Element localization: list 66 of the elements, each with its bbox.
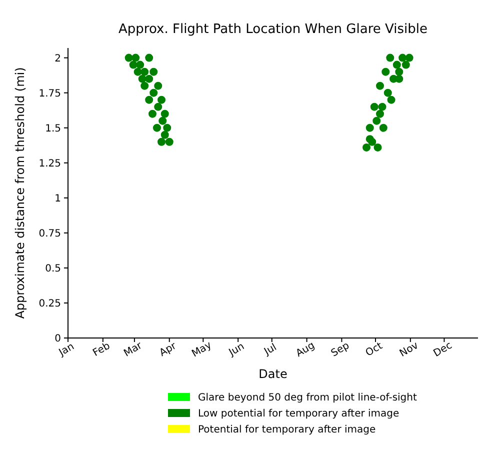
x-tick-label: Oct	[364, 340, 385, 359]
y-tick-label: 0.25	[38, 298, 61, 310]
legend-label: Glare beyond 50 deg from pilot line-of-sight	[198, 392, 417, 404]
point	[362, 143, 370, 152]
point	[150, 88, 158, 97]
point	[145, 96, 154, 104]
point	[160, 110, 169, 118]
point	[372, 116, 381, 125]
legend-label: Low potential for temporary after image	[198, 408, 400, 420]
y-axis-title: Approximate distance from threshold (mi)	[13, 67, 27, 319]
point	[145, 54, 154, 62]
point	[157, 138, 166, 146]
point	[154, 102, 162, 111]
point	[134, 68, 142, 76]
y-tick-label: 1.75	[38, 88, 61, 100]
point	[366, 124, 374, 132]
point	[152, 124, 161, 132]
y-tick-label: 1	[54, 193, 61, 204]
point	[376, 82, 384, 90]
point	[392, 60, 401, 69]
point	[402, 60, 410, 69]
point	[395, 68, 404, 76]
point	[366, 135, 374, 144]
chart-title: Approx. Flight Path Location When Glare Visible	[118, 22, 428, 37]
point	[386, 54, 394, 62]
x-tick-label: Jun	[226, 341, 246, 360]
point	[370, 102, 378, 111]
y-tick-label: 2	[54, 53, 61, 64]
x-tick-label: Sep	[330, 340, 352, 360]
point	[163, 124, 172, 132]
y-tick-label: 1.25	[38, 158, 61, 170]
point	[405, 54, 414, 62]
point	[384, 88, 392, 97]
x-tick-label: Nov	[398, 340, 420, 360]
point	[379, 124, 388, 132]
y-tick-label: 0.5	[45, 263, 61, 274]
legend-label: Potential for temporary after image	[198, 424, 376, 436]
x-tick-label: Aug	[294, 340, 317, 360]
y-tick-label: 0.75	[38, 228, 61, 240]
point	[387, 96, 396, 104]
point	[136, 60, 144, 69]
point	[148, 110, 156, 118]
x-tick-label: Feb	[91, 340, 112, 360]
x-tick-label: May	[190, 340, 214, 360]
x-axis-title: Date	[258, 367, 288, 381]
point	[140, 82, 149, 90]
point	[145, 74, 154, 83]
point	[398, 54, 407, 62]
point	[158, 116, 167, 125]
point	[378, 102, 386, 111]
point	[124, 54, 133, 62]
point	[157, 96, 166, 104]
point	[140, 68, 149, 76]
point	[376, 110, 384, 118]
point	[132, 54, 140, 62]
x-tick-label: Jul	[262, 342, 279, 358]
x-tick-label: Mar	[122, 340, 145, 360]
x-tick-label: Dec	[432, 340, 454, 360]
point	[382, 68, 390, 76]
point	[374, 143, 382, 152]
y-tick-label: 1.5	[45, 123, 61, 134]
point	[165, 138, 174, 146]
point	[160, 130, 169, 139]
point	[150, 68, 158, 76]
x-tick-label: Apr	[158, 340, 180, 359]
point	[154, 82, 162, 90]
